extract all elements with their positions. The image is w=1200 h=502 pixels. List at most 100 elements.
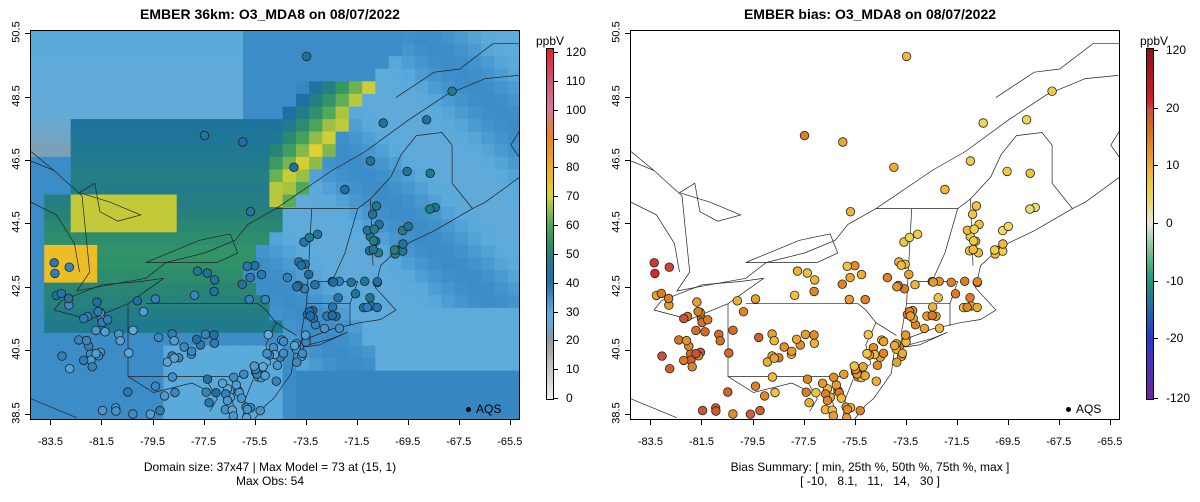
model-grid-cell (454, 320, 469, 334)
model-grid-cell (123, 307, 138, 321)
aqs-station (91, 325, 101, 336)
model-grid-cell (216, 257, 231, 271)
x-tick-label: -73.5 (293, 436, 319, 448)
y-tick-mark (25, 223, 30, 225)
model-grid-cell (110, 169, 125, 183)
model-grid-cell (216, 144, 231, 158)
model-grid-cell (335, 119, 350, 133)
model-grid-cell (31, 219, 45, 233)
model-grid-cell (388, 320, 403, 334)
model-grid-cell (309, 81, 323, 95)
model-grid-cell (31, 282, 45, 296)
aqs-station (969, 224, 979, 234)
model-grid-cell (428, 395, 443, 409)
boundary-line (145, 303, 297, 336)
model-grid-cell (242, 194, 257, 208)
model-grid-cell (57, 244, 72, 259)
model-grid-cell (388, 81, 403, 95)
model-grid-cell (295, 106, 310, 120)
model-grid-cell (362, 257, 376, 271)
model-grid-cell (481, 119, 496, 133)
model-grid-cell (454, 131, 469, 145)
x-tick-mark (905, 420, 907, 425)
colorbar-tick (1154, 398, 1158, 399)
aqs-station (892, 282, 902, 292)
colorbar-tick (554, 138, 558, 140)
model-grid-cell (216, 119, 231, 133)
model-grid-cell (401, 370, 416, 384)
model-grid-cell (362, 395, 376, 409)
model-grid-cell (454, 358, 469, 372)
model-grid-cell (110, 131, 125, 145)
model-grid-cell (269, 56, 284, 70)
model-grid-cell (468, 408, 482, 419)
model-grid-cell (401, 383, 416, 397)
model-grid-cell (494, 156, 509, 170)
y-tick-mark (25, 160, 30, 161)
colorbar-label: -120 (1166, 391, 1191, 405)
model-grid-cell (97, 43, 111, 57)
model-grid-cell (136, 270, 151, 284)
model-grid-cell (123, 119, 138, 133)
model-grid-cell (282, 370, 297, 384)
model-grid-cell (57, 320, 72, 334)
model-grid-cell (401, 358, 416, 372)
model-grid-cell (322, 194, 337, 208)
aqs-station (169, 353, 180, 363)
model-grid-cell (150, 370, 164, 384)
model-grid-cell (282, 232, 297, 246)
aqs-station (217, 378, 228, 389)
model-grid-cell (110, 106, 125, 120)
model-grid-cell (229, 56, 244, 70)
model-grid-cell (242, 31, 257, 45)
boundary-line (931, 208, 959, 282)
aqs-station (245, 206, 256, 217)
model-grid-cell (468, 270, 482, 284)
aqs-station (425, 168, 435, 179)
model-grid-cell (176, 282, 191, 296)
model-grid-cell (428, 43, 443, 57)
model-grid-cell (507, 207, 519, 221)
model-grid-cell (415, 270, 429, 284)
model-grid-cell (309, 56, 323, 70)
model-grid-cell (362, 408, 376, 419)
aqs-station (839, 369, 849, 380)
model-grid-cell (507, 244, 519, 259)
x-tick-mark (1007, 420, 1009, 425)
model-grid-cell (362, 182, 376, 196)
model-grid-cell (70, 232, 85, 246)
y-tick-label: 48.5 (606, 85, 623, 106)
aqs-station (271, 376, 282, 386)
model-grid-cell (335, 68, 350, 82)
model-grid-cell (415, 93, 429, 108)
model-grid-cell (150, 131, 164, 145)
model-grid-cell (136, 345, 151, 359)
model-grid-cell (335, 408, 350, 419)
colorbar-tick (1154, 108, 1158, 109)
colorbar-tick (1154, 165, 1158, 166)
model-grid-cell (44, 93, 58, 108)
model-grid-cell (44, 370, 58, 384)
model-grid-cell (31, 31, 45, 45)
colorbar-tick (554, 311, 558, 313)
model-grid-cell (203, 207, 217, 221)
aqs-station (362, 302, 372, 313)
model-grid-cell (110, 270, 125, 284)
model-grid-cell (388, 182, 403, 196)
model-grid-cell (481, 395, 496, 409)
colorbar-tick (554, 167, 558, 169)
model-grid-cell (163, 144, 178, 158)
aqs-station (711, 406, 721, 416)
model-grid-cell (375, 93, 390, 108)
aqs-station (297, 348, 308, 359)
model-grid-cell (176, 257, 191, 271)
model-grid-cell (97, 106, 111, 120)
aqs-station (791, 334, 802, 345)
model-grid-cell (203, 31, 217, 45)
colorbar-tick (554, 369, 558, 371)
model-grid-cell (216, 345, 231, 359)
model-grid-cell (216, 270, 231, 284)
model-grid-cell (295, 295, 310, 309)
boundary-line (31, 132, 473, 292)
model-grid-cell (176, 370, 191, 384)
